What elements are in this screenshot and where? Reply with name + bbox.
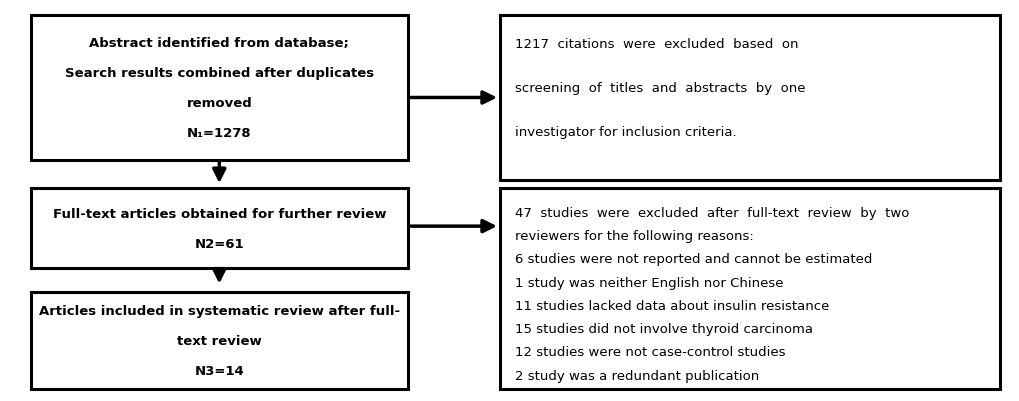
FancyBboxPatch shape bbox=[499, 16, 999, 180]
Text: 1 study was neither English nor Chinese: 1 study was neither English nor Chinese bbox=[515, 276, 783, 289]
Text: N₁=1278: N₁=1278 bbox=[186, 127, 252, 140]
Text: text review: text review bbox=[176, 334, 262, 347]
Text: 11 studies lacked data about insulin resistance: 11 studies lacked data about insulin res… bbox=[515, 299, 828, 312]
FancyBboxPatch shape bbox=[499, 188, 999, 389]
FancyBboxPatch shape bbox=[31, 293, 408, 389]
Text: Full-text articles obtained for further review: Full-text articles obtained for further … bbox=[53, 207, 385, 220]
Text: N3=14: N3=14 bbox=[195, 365, 244, 377]
Text: 15 studies did not involve thyroid carcinoma: 15 studies did not involve thyroid carci… bbox=[515, 322, 812, 335]
FancyBboxPatch shape bbox=[31, 188, 408, 269]
Text: screening  of  titles  and  abstracts  by  one: screening of titles and abstracts by one bbox=[515, 82, 805, 95]
Text: reviewers for the following reasons:: reviewers for the following reasons: bbox=[515, 229, 753, 242]
Text: 6 studies were not reported and cannot be estimated: 6 studies were not reported and cannot b… bbox=[515, 253, 871, 265]
Text: 12 studies were not case-control studies: 12 studies were not case-control studies bbox=[515, 346, 785, 358]
Text: Abstract identified from database;: Abstract identified from database; bbox=[90, 36, 348, 50]
Text: removed: removed bbox=[186, 97, 252, 110]
Text: Search results combined after duplicates: Search results combined after duplicates bbox=[64, 67, 374, 80]
Text: 47  studies  were  excluded  after  full-text  review  by  two: 47 studies were excluded after full-text… bbox=[515, 206, 909, 219]
FancyBboxPatch shape bbox=[31, 16, 408, 160]
Text: N2=61: N2=61 bbox=[195, 237, 244, 250]
Text: investigator for inclusion criteria.: investigator for inclusion criteria. bbox=[515, 126, 736, 139]
Text: Articles included in systematic review after full-: Articles included in systematic review a… bbox=[39, 304, 399, 317]
Text: 2 study was a redundant publication: 2 study was a redundant publication bbox=[515, 369, 758, 382]
Text: 1217  citations  were  excluded  based  on: 1217 citations were excluded based on bbox=[515, 38, 798, 51]
